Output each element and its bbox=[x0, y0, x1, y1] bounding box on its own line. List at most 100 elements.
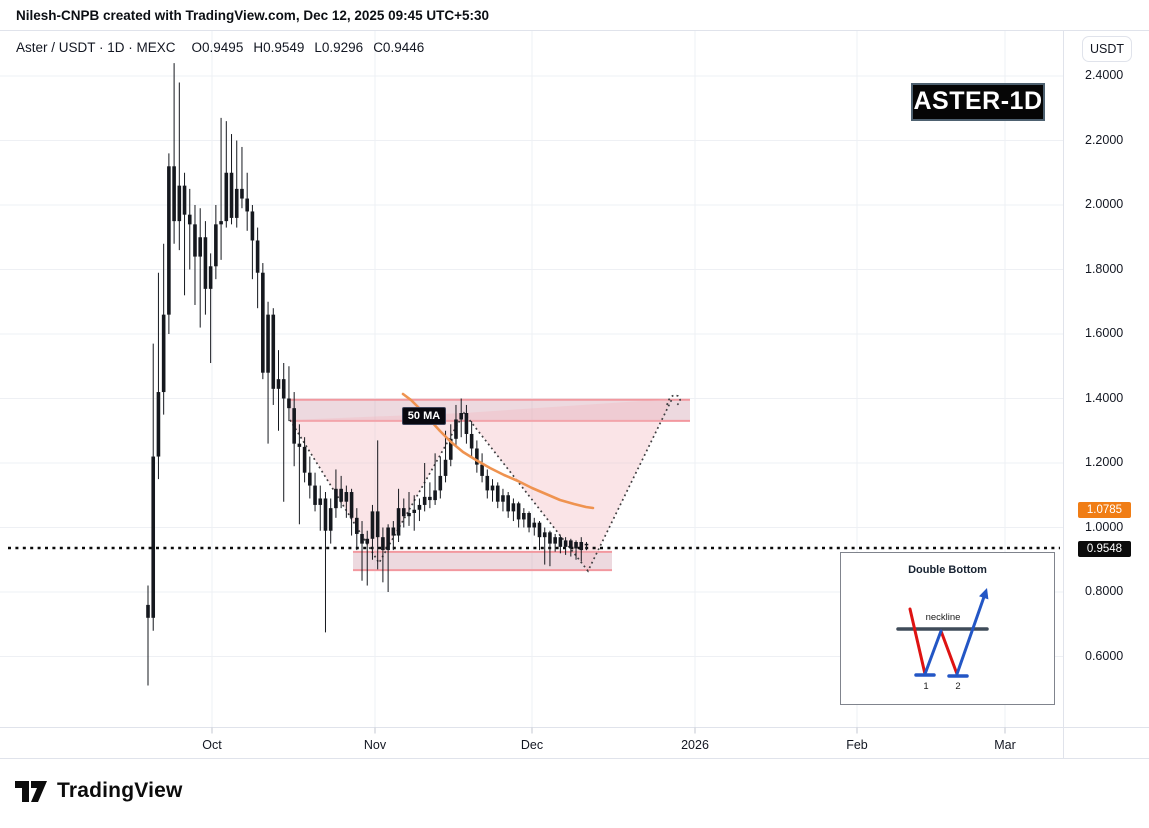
candle-body bbox=[334, 488, 338, 509]
candle-body bbox=[412, 509, 417, 513]
candle-body bbox=[375, 511, 380, 538]
candle-body bbox=[208, 266, 213, 289]
price-tick-label: 2.2000 bbox=[1085, 132, 1124, 147]
decline-line bbox=[939, 629, 959, 676]
candle-body bbox=[187, 214, 192, 225]
neckline-label: neckline bbox=[925, 612, 961, 623]
w-pattern-arrow-curl bbox=[666, 394, 681, 407]
candle-body bbox=[198, 237, 202, 257]
candle-body bbox=[522, 512, 526, 520]
candle-body bbox=[532, 522, 537, 528]
time-tick-label: Mar bbox=[994, 738, 1016, 752]
tradingview-logo[interactable]: TradingView bbox=[14, 779, 183, 803]
candle-body bbox=[391, 527, 396, 536]
time-tick-label: Oct bbox=[202, 738, 222, 752]
candle-body bbox=[574, 542, 578, 549]
candle-body bbox=[443, 459, 448, 476]
ohlc-high: H0.9549 bbox=[253, 40, 305, 55]
candle-body bbox=[276, 379, 281, 389]
currency-toggle-button[interactable]: USDT bbox=[1082, 36, 1132, 62]
candle-body bbox=[255, 240, 260, 273]
price-axis-badge: 0.9548 bbox=[1078, 541, 1131, 557]
ohlc-open: O0.9495 bbox=[191, 40, 244, 55]
price-tick-label: 1.4000 bbox=[1085, 390, 1124, 405]
decline-line bbox=[908, 607, 927, 676]
candle-body bbox=[422, 496, 427, 505]
candle-body bbox=[511, 503, 516, 512]
candle-body bbox=[506, 495, 510, 512]
candle-body bbox=[438, 475, 443, 491]
price-tick-label: 0.8000 bbox=[1085, 584, 1124, 598]
price-tick-label: 0.6000 bbox=[1085, 648, 1124, 663]
candle-body bbox=[172, 166, 176, 222]
ohlc-close: C0.9446 bbox=[373, 40, 425, 55]
candle-body bbox=[480, 464, 484, 476]
candle-body bbox=[167, 166, 171, 315]
candle-body bbox=[261, 272, 265, 373]
symbol-title: Aster / USDT · 1D · MEXC bbox=[16, 40, 176, 55]
candle-body bbox=[250, 211, 255, 241]
time-tick-label: Dec bbox=[520, 738, 544, 752]
time-tick-label: Nov bbox=[363, 738, 387, 752]
candle-body bbox=[214, 224, 218, 267]
candle-body bbox=[542, 532, 547, 538]
candle-body bbox=[182, 185, 187, 215]
candle-body bbox=[234, 188, 239, 218]
candle-body bbox=[495, 485, 500, 502]
price-zone bbox=[353, 551, 612, 571]
time-tick-label: 2026 bbox=[681, 738, 709, 752]
price-zone bbox=[290, 399, 690, 421]
tradingview-logo-text: TradingView bbox=[57, 779, 183, 802]
breakout-arrow-head bbox=[979, 588, 989, 600]
candle-body bbox=[156, 392, 161, 457]
candle-body bbox=[448, 438, 453, 460]
candle-body bbox=[579, 542, 584, 551]
candle-body bbox=[558, 537, 563, 547]
pattern-fill bbox=[464, 399, 672, 571]
candle-body bbox=[464, 413, 469, 434]
symbol-legend[interactable]: Aster / USDT · 1D · MEXC O0.9495 H0.9549… bbox=[16, 40, 424, 55]
candle-body bbox=[203, 237, 208, 289]
candle-body bbox=[469, 433, 474, 449]
candle-body bbox=[292, 408, 296, 444]
price-tick-label: 2.0000 bbox=[1085, 197, 1124, 211]
candle-body bbox=[428, 496, 432, 501]
rally-line bbox=[923, 629, 943, 676]
price-tick-label: 1.8000 bbox=[1085, 261, 1124, 276]
candle-body bbox=[537, 522, 542, 538]
candle-body bbox=[339, 488, 343, 502]
snapshot-watermark: Nilesh-CNPB created with TradingView.com… bbox=[16, 8, 490, 23]
candle-body bbox=[355, 517, 359, 534]
candle-body bbox=[297, 443, 302, 447]
candle-body bbox=[454, 419, 458, 439]
candle-body bbox=[381, 537, 385, 551]
candle-body bbox=[407, 512, 411, 517]
candle-body bbox=[569, 540, 573, 549]
candle-body bbox=[417, 504, 422, 510]
candle-body bbox=[360, 533, 364, 544]
chart-title-annotation[interactable]: ASTER-1D bbox=[911, 83, 1045, 121]
candle-body bbox=[475, 448, 479, 465]
price-tick-label: 1.0000 bbox=[1085, 519, 1124, 534]
candle-body bbox=[302, 446, 307, 473]
candle-body bbox=[563, 540, 568, 547]
double-bottom-diagram bbox=[896, 588, 989, 678]
candle-body bbox=[219, 221, 223, 225]
candle-body bbox=[344, 492, 349, 502]
candle-body bbox=[527, 512, 531, 528]
candle-body bbox=[313, 485, 317, 505]
candle-body bbox=[584, 543, 589, 546]
candle-body bbox=[553, 537, 557, 544]
candle-body bbox=[401, 508, 406, 517]
candle-body bbox=[490, 485, 495, 491]
candle-body bbox=[266, 314, 270, 373]
candle-body bbox=[328, 508, 333, 531]
inset-title: Double Bottom bbox=[908, 564, 987, 576]
price-tick-label: 1.2000 bbox=[1085, 455, 1124, 469]
candle-body bbox=[501, 495, 505, 502]
bottom-2-label: 2 bbox=[955, 681, 961, 692]
candle-body bbox=[224, 172, 229, 222]
candle-body bbox=[177, 185, 182, 222]
candle-body bbox=[151, 456, 156, 618]
